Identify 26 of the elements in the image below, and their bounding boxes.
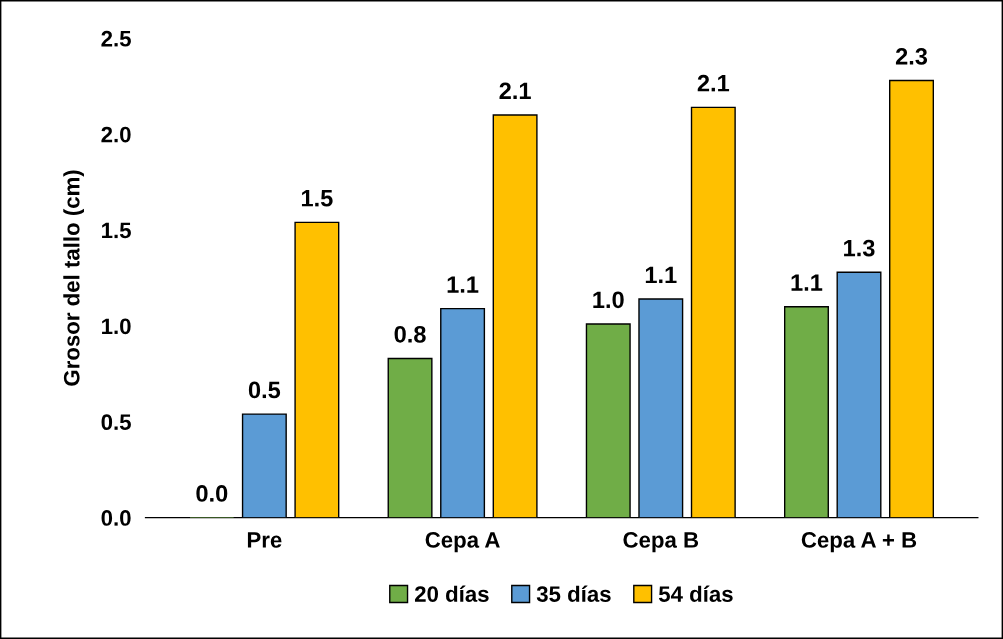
y-tick-label: 0.5	[101, 414, 131, 431]
legend-label: 54 días	[658, 585, 733, 602]
data-label: 1.5	[301, 190, 333, 207]
x-tick-label: Cepa A	[425, 532, 500, 553]
data-label: 0.0	[196, 485, 228, 502]
data-label: 1.0	[593, 291, 624, 309]
x-tick-label: Cepa B	[623, 532, 699, 553]
data-label: 2.3	[895, 48, 928, 65]
legend-label: 35 días	[536, 585, 611, 602]
data-label: 0.5	[248, 381, 281, 399]
data-label: 1.3	[844, 239, 875, 257]
data-label: 1.1	[447, 276, 479, 293]
y-tick-label: 2.0	[101, 126, 131, 143]
x-tick-label: Cepa A + B	[801, 532, 917, 553]
y-tick-label: 1.5	[102, 222, 131, 239]
data-label: 1.1	[645, 266, 677, 284]
data-label: 1.1	[791, 274, 823, 291]
x-tick-label: Pre	[247, 532, 282, 548]
data-label: 2.1	[499, 82, 531, 100]
data-label: 0.8	[394, 325, 426, 343]
data-label: 2.1	[697, 74, 730, 92]
y-axis-title: Grosor del tallo (cm)	[63, 170, 84, 386]
y-tick-label: 1.0	[102, 318, 131, 335]
y-tick-label: 0.0	[101, 510, 131, 526]
y-tick-label: 2.5	[101, 30, 131, 47]
legend-label: 20 días	[414, 585, 489, 602]
